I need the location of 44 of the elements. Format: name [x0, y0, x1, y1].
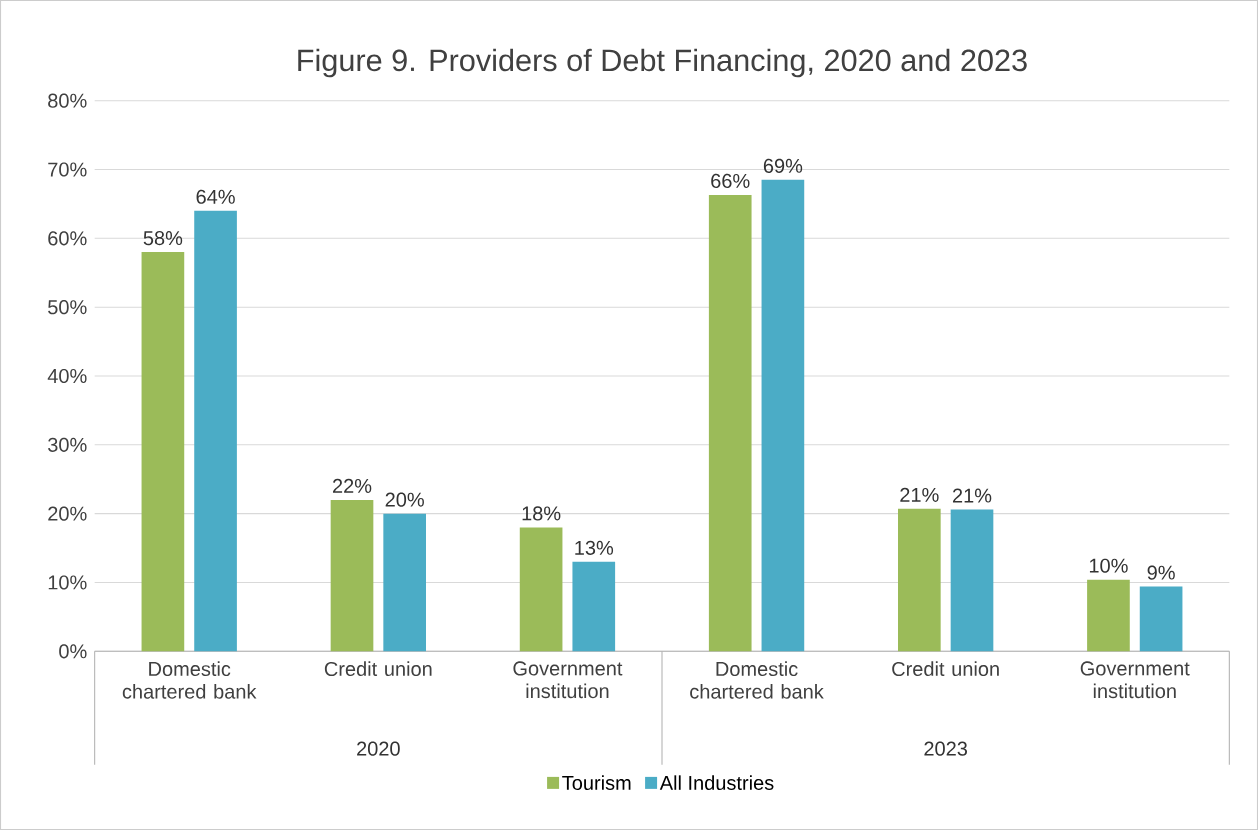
bar [383, 513, 426, 652]
data-label: 69% [763, 158, 803, 173]
data-label: 64% [196, 189, 235, 204]
data-label: 21% [952, 488, 992, 503]
bar [194, 210, 237, 652]
bar [761, 179, 805, 652]
x-tick-label: Government institution [513, 661, 623, 699]
y-tick-label: 20% [48, 506, 87, 521]
data-label: 66% [711, 173, 750, 189]
chart-title: Figure 9. Providers of Debt Financing, 2020 and 2023 [298, 48, 1027, 78]
bar [898, 508, 941, 652]
data-label: 58% [143, 231, 183, 246]
bar [141, 252, 185, 652]
legend-label: All Industries [659, 775, 774, 790]
data-label: 20% [385, 492, 424, 507]
text: 2020 [357, 741, 400, 756]
y-tick-label: 80% [48, 93, 87, 108]
y-tick-label: 0% [59, 644, 87, 659]
bar [950, 509, 994, 652]
bar [330, 499, 374, 652]
x-tick-label: Domestic chartered bank [690, 661, 824, 699]
bar [1139, 586, 1183, 652]
data-label: 13% [575, 540, 614, 555]
bar [1087, 579, 1130, 652]
text: 2023 [924, 741, 968, 756]
legend-label: Tourism [562, 775, 631, 790]
x-tick-label: Credit union [324, 661, 432, 677]
bar [572, 561, 616, 652]
data-label: 21% [900, 487, 939, 502]
y-tick-label: 30% [48, 437, 87, 452]
y-tick-label: 70% [48, 162, 87, 177]
y-tick-label: 60% [48, 231, 87, 246]
y-tick-label: 10% [48, 575, 87, 590]
x-tick-label: Domestic chartered bank [122, 661, 257, 699]
y-tick-label: 50% [48, 300, 87, 315]
x-tick-label: Government institution [1080, 661, 1190, 699]
bar [519, 527, 563, 652]
data-label: 10% [1089, 558, 1128, 573]
data-label: 22% [332, 478, 372, 493]
bar [708, 194, 752, 652]
y-tick-label: 40% [47, 368, 87, 384]
data-label: 18% [522, 506, 561, 521]
data-label: 9% [1147, 565, 1175, 580]
x-tick-label: Credit union [892, 661, 999, 677]
